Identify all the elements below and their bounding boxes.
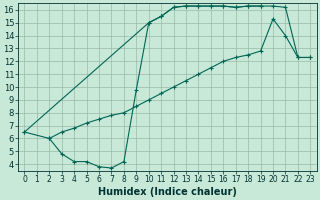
X-axis label: Humidex (Indice chaleur): Humidex (Indice chaleur) [98, 187, 237, 197]
